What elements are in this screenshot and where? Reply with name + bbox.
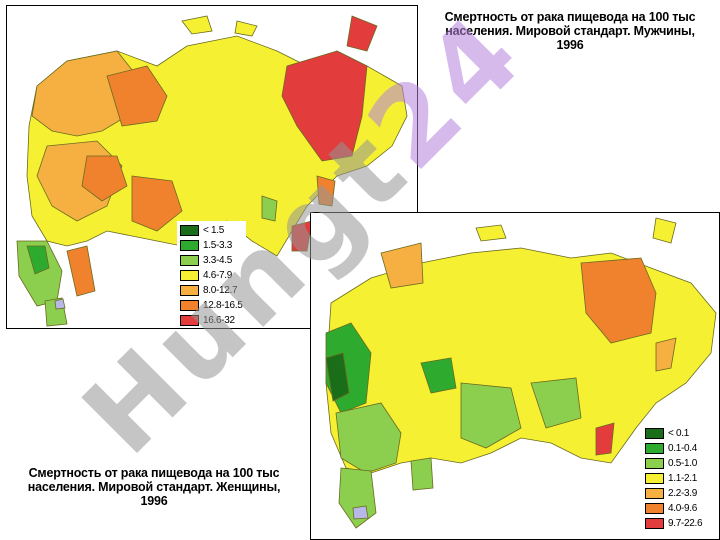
women-region-yakutia — [580, 257, 657, 344]
men-legend-row: 12.8-16.5 — [180, 298, 246, 313]
women-region-chechnya — [352, 505, 369, 520]
men-region-taymyr-islands — [234, 20, 258, 37]
men-region-primorye — [291, 220, 313, 252]
men-legend-label: 12.8-16.5 — [203, 300, 243, 311]
men-legend-label: 3.3-4.5 — [203, 255, 233, 266]
women-region-urals — [420, 357, 457, 394]
caption-men-line-3: 1996 — [556, 38, 584, 52]
men-legend-row: 3.3-4.5 — [180, 253, 246, 268]
men-legend-label: 8.0-12.7 — [203, 285, 238, 296]
map-women-regions — [325, 217, 717, 529]
map-women — [310, 212, 720, 540]
caption-men-line-2: населения. Мировой стандарт. Мужчины, — [445, 24, 695, 38]
women-legend-swatch — [645, 488, 664, 499]
men-legend-swatch — [180, 225, 199, 236]
women-region-west-siberia — [460, 382, 522, 449]
men-region-severnaya-zemlya — [181, 15, 213, 35]
women-region-chukotka — [652, 217, 677, 244]
men-legend-swatch — [180, 240, 199, 251]
women-legend-swatch — [645, 443, 664, 454]
men-legend-swatch — [180, 255, 199, 266]
caption-women-line-3: 1996 — [140, 494, 168, 508]
men-region-north — [106, 65, 168, 127]
men-region-yakutia — [281, 50, 368, 162]
caption-men-line-1: Смертность от рака пищевода на 100 тыс — [444, 10, 696, 24]
women-legend-swatch — [645, 473, 664, 484]
women-legend-label: 0.1-0.4 — [668, 443, 698, 454]
women-legend-label: 9.7-22.6 — [668, 518, 703, 529]
map-men-regions — [16, 15, 408, 327]
men-legend-row: 16.6-32 — [180, 313, 246, 328]
women-region-severnaya-zemlya — [475, 224, 507, 242]
map-men: < 1.5 1.5-3.3 3.3-4.5 4.6-7.9 8.0-12.7 12.8-1… — [6, 5, 418, 329]
men-region-khabarovsk — [316, 175, 336, 207]
women-legend-label: 2.2-3.9 — [668, 488, 698, 499]
women-legend-label: 0.5-1.0 — [668, 458, 698, 469]
legend-men: < 1.5 1.5-3.3 3.3-4.5 4.6-7.9 8.0-12.7 12.8-1… — [177, 221, 246, 328]
men-legend-swatch — [180, 315, 199, 326]
men-legend-label: 1.5-3.3 — [203, 240, 233, 251]
women-region-volga — [335, 402, 402, 474]
women-region-moscow — [325, 352, 350, 402]
women-legend-label: 4.0-9.6 — [668, 503, 698, 514]
men-region-chechnya — [54, 298, 66, 310]
men-legend-row: 8.0-12.7 — [180, 283, 246, 298]
men-legend-label: < 1.5 — [203, 225, 225, 236]
women-legend-swatch — [645, 503, 664, 514]
women-legend-row: 2.2-3.9 — [645, 486, 711, 501]
women-legend-label: 1.1-2.1 — [668, 473, 698, 484]
men-legend-swatch — [180, 300, 199, 311]
caption-women-line-2: населения. Мировой стандарт. Женщины, — [27, 480, 281, 494]
women-legend-swatch — [645, 458, 664, 469]
women-region-magadan — [655, 337, 677, 372]
women-legend-label: < 0.1 — [668, 428, 690, 439]
men-region-tuva — [261, 195, 278, 222]
men-legend-row: < 1.5 — [180, 223, 246, 238]
women-region-primorye — [595, 422, 615, 456]
men-region-urals — [131, 175, 183, 232]
men-region-northwest — [31, 50, 138, 137]
women-legend-row: 9.7-22.6 — [645, 516, 711, 531]
caption-men: Смертность от рака пищевода на 100 тыс н… — [420, 10, 720, 52]
men-legend-row: 1.5-3.3 — [180, 238, 246, 253]
caption-women-line-1: Смертность от рака пищевода на 100 тыс — [28, 466, 280, 480]
women-legend-swatch — [645, 518, 664, 529]
women-legend-row: 0.5-1.0 — [645, 456, 711, 471]
women-region-orenburg — [410, 457, 434, 491]
caption-women: Смертность от рака пищевода на 100 тыс н… — [4, 466, 304, 508]
women-region-krasnoyarsk-south — [530, 377, 582, 429]
women-legend-swatch — [645, 428, 664, 439]
men-legend-label: 16.6-32 — [203, 315, 235, 326]
men-region-chukotka — [346, 15, 378, 52]
men-legend-swatch — [180, 285, 199, 296]
men-legend-label: 4.6-7.9 — [203, 270, 233, 281]
men-legend-row: 4.6-7.9 — [180, 268, 246, 283]
women-legend-row: < 0.1 — [645, 426, 711, 441]
men-region-krasnodar — [26, 245, 50, 275]
men-region-central-volga — [81, 155, 128, 202]
women-region-arkhangelsk — [380, 242, 424, 289]
women-legend-row: 4.0-9.6 — [645, 501, 711, 516]
men-region-astrakhan — [66, 245, 96, 297]
men-legend-swatch — [180, 270, 199, 281]
women-legend-row: 0.1-0.4 — [645, 441, 711, 456]
legend-women: < 0.1 0.1-0.4 0.5-1.0 1.1-2.1 2.2-3.9 4.0-9.6… — [642, 424, 711, 533]
women-legend-row: 1.1-2.1 — [645, 471, 711, 486]
